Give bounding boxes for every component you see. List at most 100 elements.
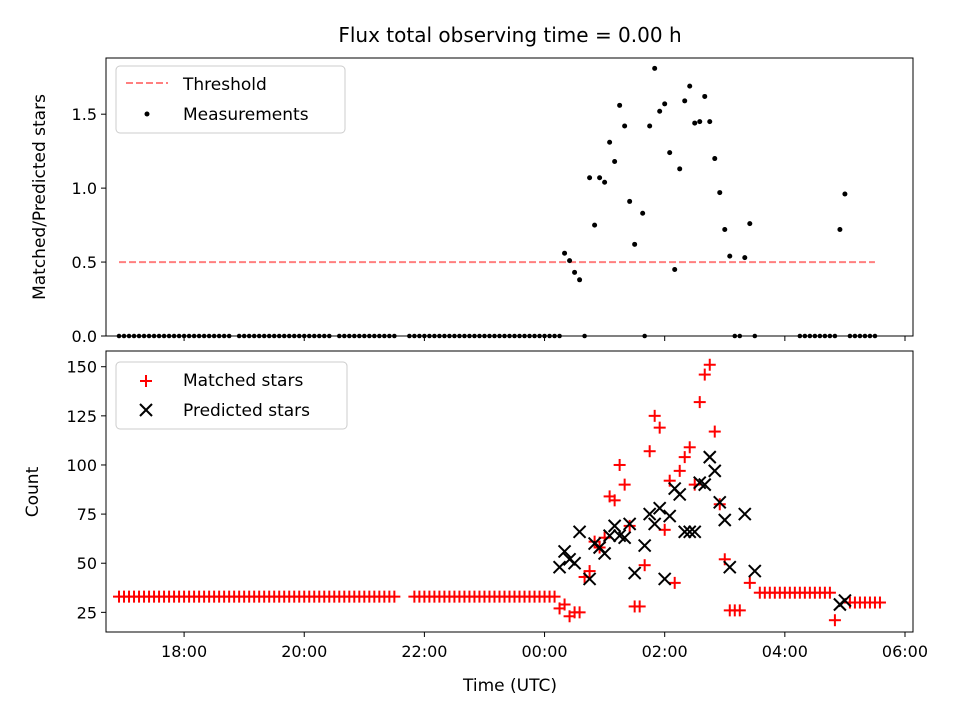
measurement-point [321, 333, 327, 339]
matched-star-marker [873, 596, 886, 609]
measurement-point [477, 333, 482, 339]
measurement-point [286, 333, 292, 339]
count-y-tick-label: 100 [66, 456, 97, 475]
measurement-point [136, 333, 142, 339]
predicted-star-marker [703, 450, 717, 464]
measurement-point [316, 333, 322, 339]
measurement-point [557, 333, 562, 339]
measurement-point [176, 333, 182, 339]
matched-star-marker [673, 464, 686, 477]
measurement-point [261, 333, 267, 339]
measurement-point [417, 333, 422, 339]
measurement-point [747, 221, 753, 227]
measurement-point [802, 333, 808, 339]
matched-star-marker [623, 519, 636, 532]
matched-star-marker [678, 451, 691, 464]
predicted-star-marker [607, 519, 622, 533]
measurement-point [607, 139, 613, 145]
measurement-point [622, 123, 628, 129]
predicted-star-marker [642, 507, 657, 521]
x-tick-label: 04:00 [762, 642, 808, 661]
legend-measurements-swatch [144, 111, 150, 117]
measurement-point [151, 333, 157, 339]
measurement-point [552, 333, 557, 339]
measurement-point [822, 333, 828, 339]
measurement-point [577, 277, 583, 283]
matched-star-marker [633, 600, 646, 613]
measurement-point [837, 227, 843, 233]
measurement-point [256, 333, 262, 339]
matched-star-marker [828, 614, 841, 627]
matched-star-marker [548, 590, 561, 603]
legend-matched-label: Matched stars [183, 371, 303, 391]
ratio-panel: 0.0 0.5 1.0 1.5 [72, 57, 914, 346]
measurement-point [742, 255, 748, 261]
measurement-point [392, 333, 397, 339]
measurement-point [602, 179, 608, 185]
measurement-point [116, 333, 122, 339]
measurement-point [156, 333, 162, 339]
measurement-point [517, 333, 522, 339]
measurement-point [717, 190, 723, 196]
measurement-point [662, 101, 668, 107]
measurement-point [452, 333, 457, 339]
measurement-point [271, 333, 277, 339]
measurement-point [647, 123, 653, 129]
measurement-point [682, 98, 688, 104]
measurement-point [547, 333, 552, 339]
measurement-point [807, 333, 813, 339]
measurement-point [427, 333, 432, 339]
predicted-star-marker [838, 593, 852, 608]
matched-star-marker [683, 441, 696, 454]
measurement-point [387, 333, 392, 339]
measurement-point [146, 333, 152, 339]
count-panel: 25 50 75 100 125 150 18:00 20:00 22:00 00:00 02:00… [66, 350, 928, 661]
legend-predicted-label: Predicted stars [183, 401, 310, 421]
measurement-point [166, 333, 172, 339]
measurement-point [587, 175, 593, 181]
measurement-point [852, 333, 858, 339]
measurement-point [181, 333, 187, 339]
predicted-star-marker [572, 525, 587, 539]
measurement-point [857, 333, 863, 339]
measurement-point [336, 333, 342, 339]
predicted-star-marker [738, 507, 752, 521]
measurement-point [442, 333, 447, 339]
predicted-star-marker [708, 464, 722, 478]
measurement-point [617, 102, 623, 108]
measurement-point [562, 250, 568, 256]
predicted-star-marker [622, 517, 637, 531]
measurement-point [697, 119, 703, 125]
measurement-point [827, 333, 833, 339]
legend-predicted-swatch [139, 403, 153, 417]
count-y-tick-label: 150 [66, 358, 97, 377]
measurement-point [817, 333, 823, 339]
predicted-star-marker [552, 560, 567, 574]
measurement-point [467, 333, 472, 339]
matched-star-marker [733, 604, 746, 617]
legend-measurements-label: Measurements [183, 105, 309, 125]
measurement-point [627, 198, 633, 204]
predicted-star-marker [652, 501, 667, 515]
count-y-tick-label: 50 [77, 554, 97, 573]
measurement-point [341, 333, 347, 339]
measurement-point [221, 333, 227, 339]
measurement-point [752, 333, 758, 339]
measurement-point [412, 333, 417, 339]
measurement-point [196, 333, 202, 339]
measurement-point [191, 333, 197, 339]
measurement-point [311, 333, 317, 339]
measurement-point [612, 159, 618, 165]
measurement-point [462, 333, 467, 339]
predicted-star-marker [662, 509, 677, 523]
measurement-point [432, 333, 437, 339]
measurement-point [712, 156, 718, 162]
measurement-point [707, 119, 713, 125]
predicted-star-marker [637, 538, 652, 553]
matched-star-marker [558, 598, 571, 611]
count-y-tick-label: 75 [77, 505, 97, 524]
measurement-point [502, 333, 507, 339]
measurement-point [301, 333, 307, 339]
predicted-star-marker [602, 529, 617, 543]
measurement-point [862, 333, 868, 339]
